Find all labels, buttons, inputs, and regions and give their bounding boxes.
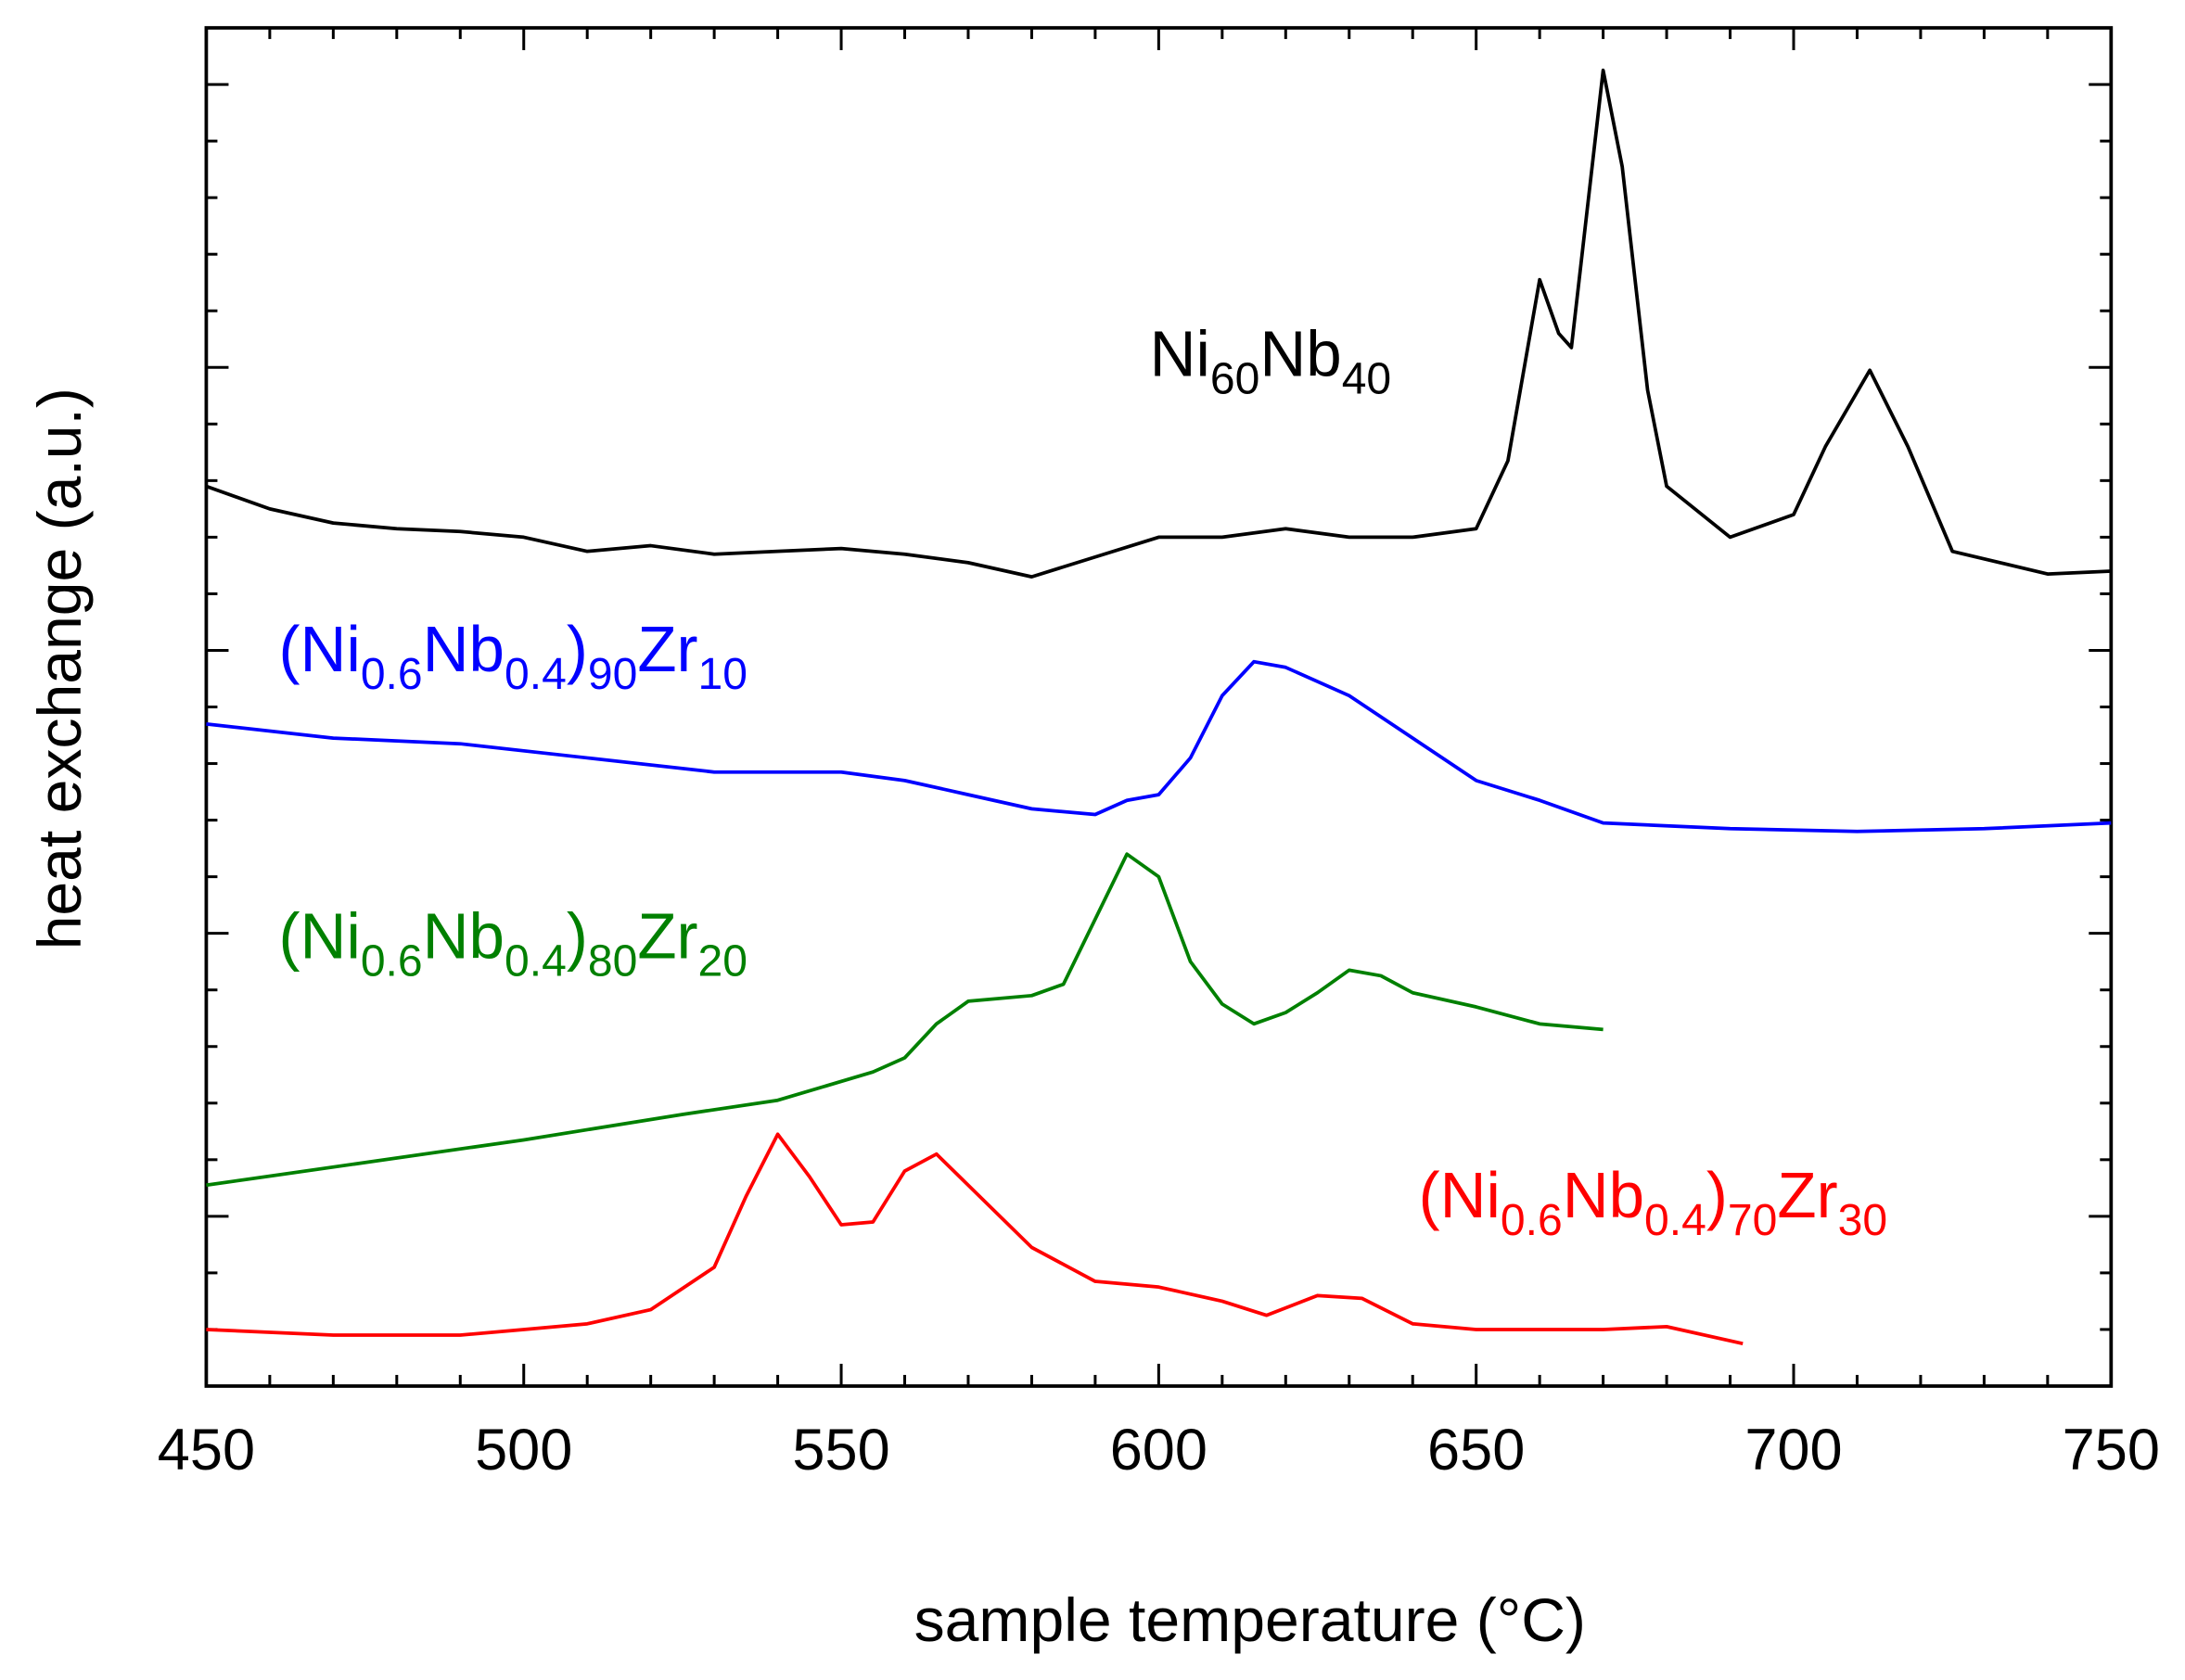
series-label: (Ni0.6Nb0.4)70Zr30 (1419, 1159, 1887, 1244)
x-tick-label: 550 (792, 1418, 889, 1483)
series-label: (Ni0.6Nb0.4)80Zr20 (279, 900, 748, 986)
x-tick-label: 600 (1110, 1418, 1208, 1483)
series-line (205, 68, 2112, 579)
y-axis-title: heat exchange (a.u.) (26, 388, 95, 949)
series-line (206, 659, 2112, 834)
series-label: (Ni0.6Nb0.4)90Zr10 (279, 613, 748, 698)
series-line (206, 852, 1604, 1188)
x-axis-title: sample temperature (°C) (914, 1586, 1586, 1655)
series-line (206, 1132, 1744, 1346)
x-tick-label: 650 (1427, 1418, 1525, 1483)
series-label: Ni60Nb40 (1150, 318, 1392, 403)
x-tick-label: 450 (158, 1418, 255, 1483)
x-tick-label: 750 (2063, 1418, 2160, 1483)
x-tick-label: 700 (1744, 1418, 1842, 1483)
x-tick-label: 500 (475, 1418, 572, 1483)
